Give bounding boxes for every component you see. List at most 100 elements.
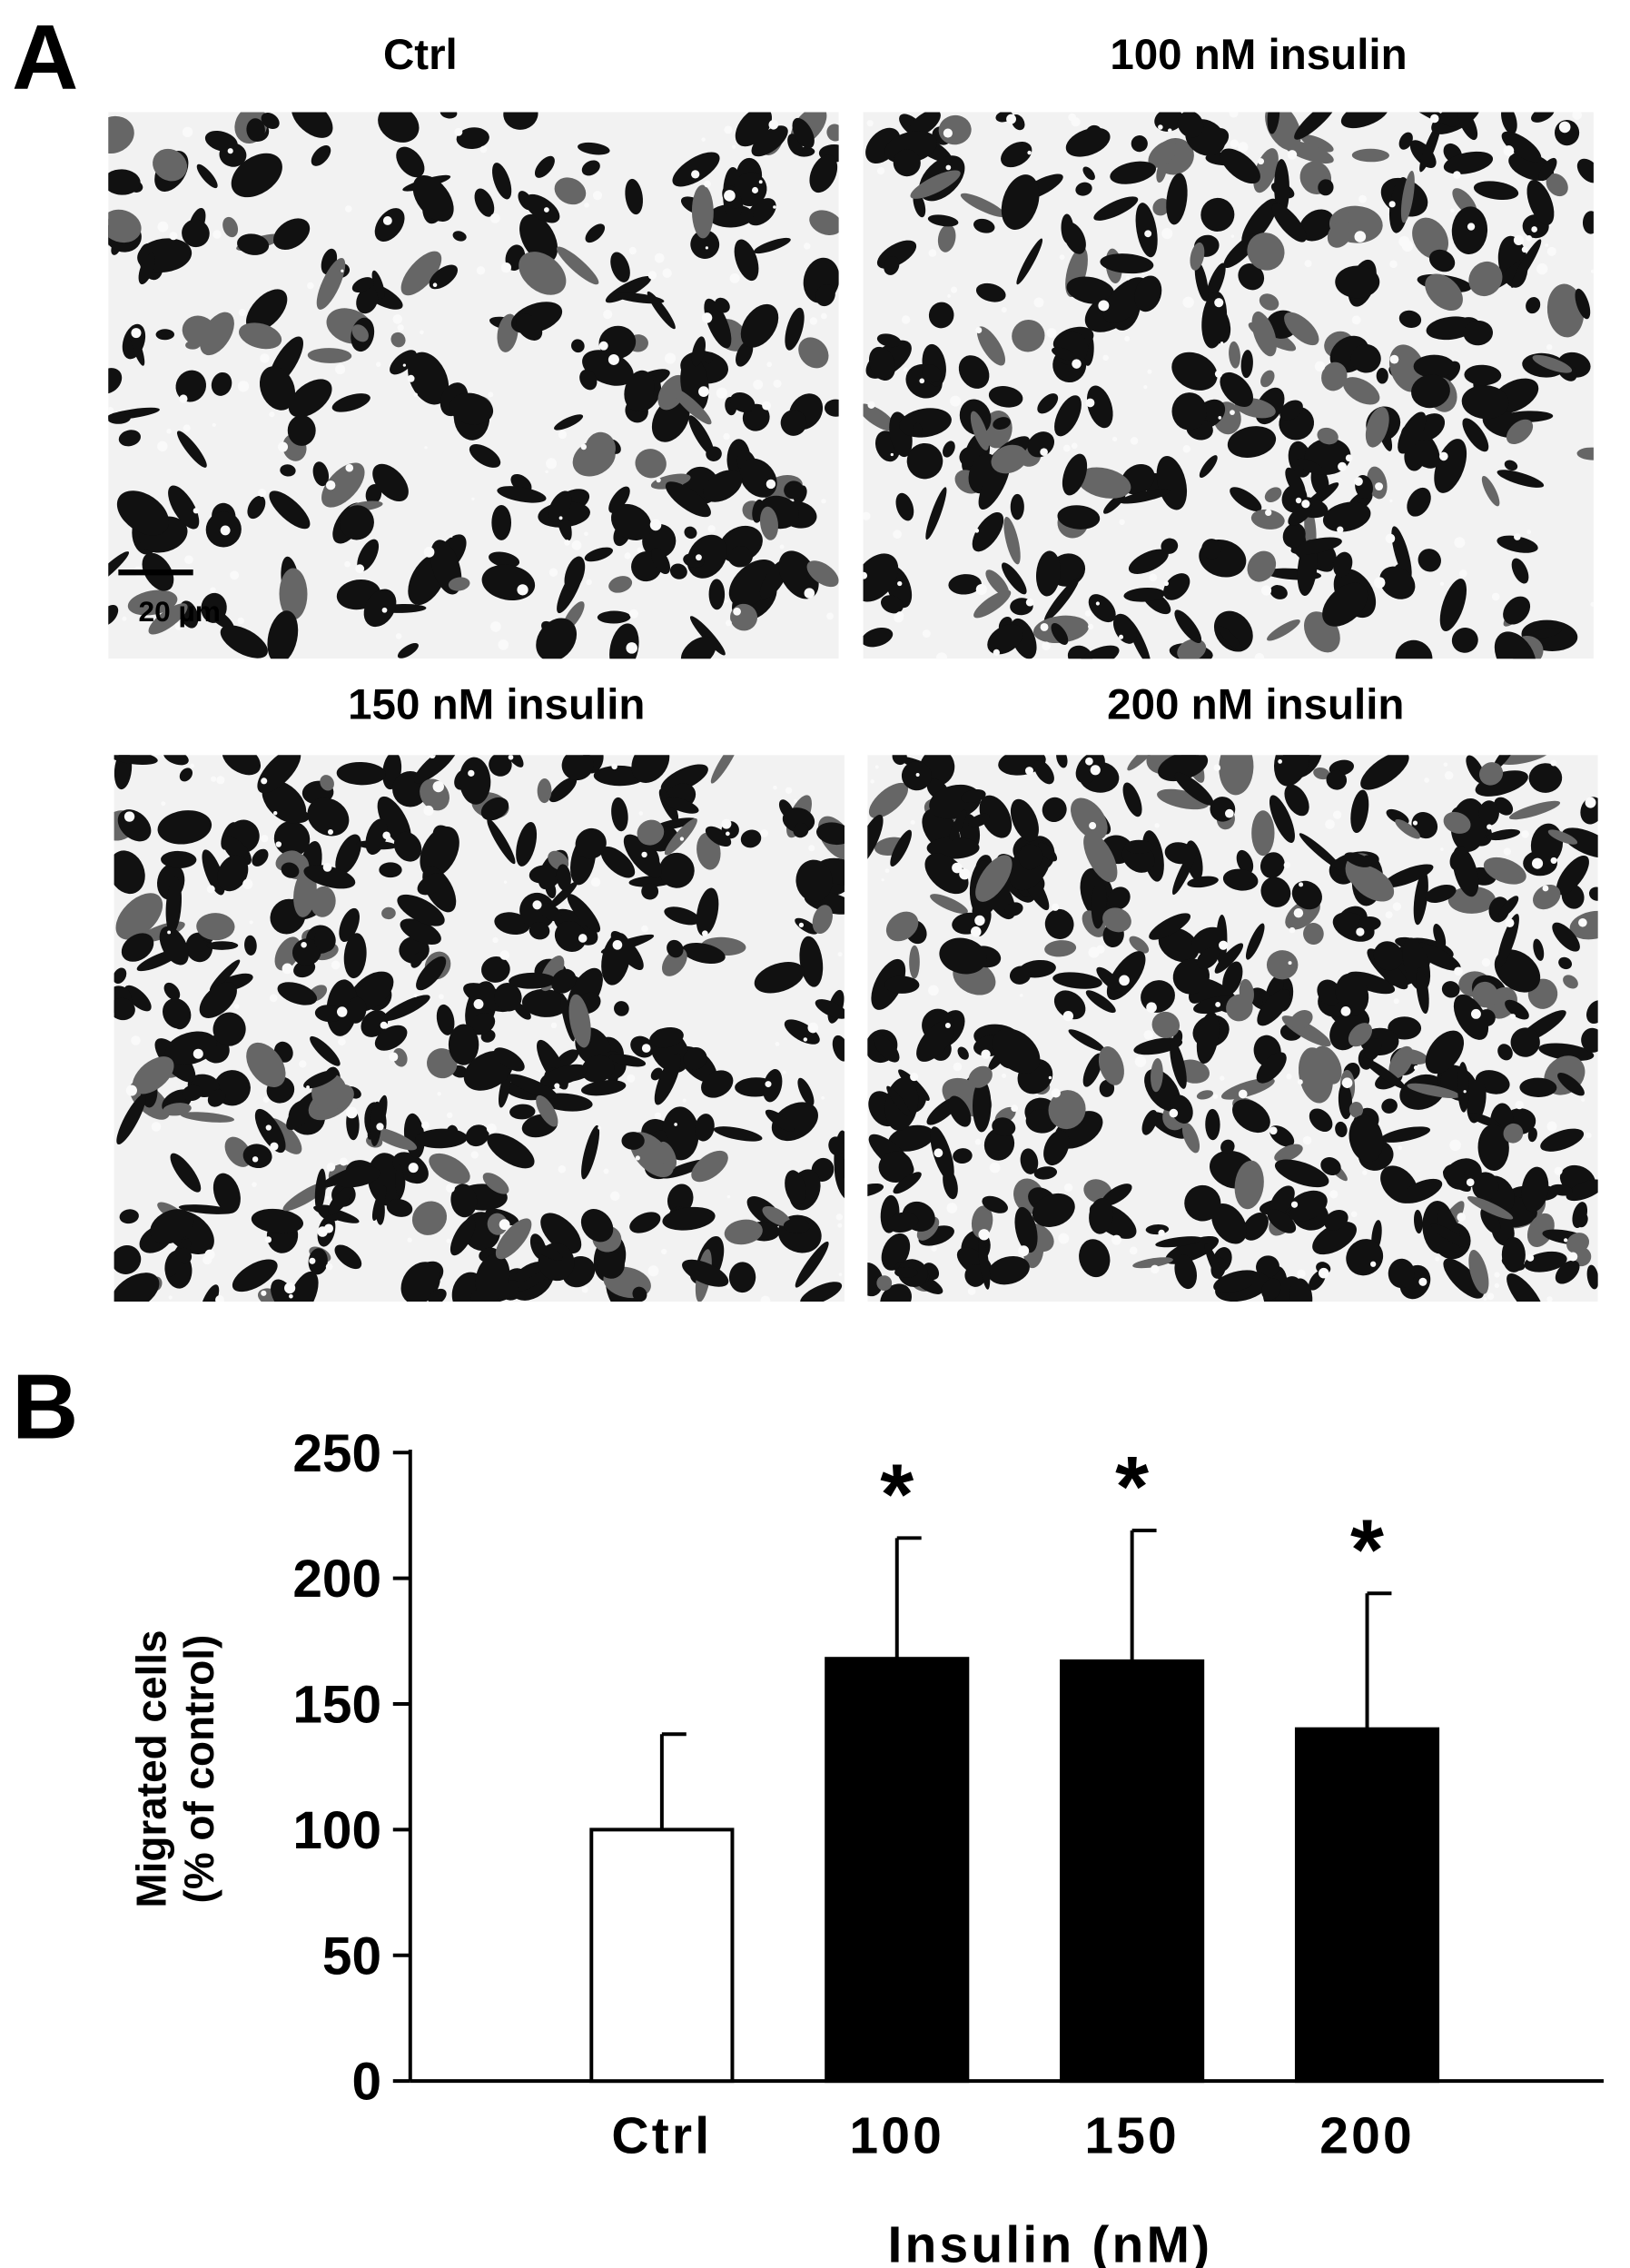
pore bbox=[238, 309, 246, 317]
cell bbox=[925, 487, 947, 540]
cell bbox=[710, 755, 739, 784]
cell bbox=[371, 270, 385, 299]
cell bbox=[667, 939, 684, 958]
cell bbox=[1271, 203, 1307, 243]
pore bbox=[382, 831, 390, 839]
cell bbox=[396, 146, 425, 178]
cell bbox=[1122, 782, 1142, 817]
cell bbox=[381, 906, 396, 920]
cell bbox=[958, 355, 990, 389]
pore bbox=[216, 776, 225, 785]
pore bbox=[1546, 1296, 1553, 1302]
cell bbox=[1472, 981, 1498, 1008]
cell bbox=[251, 1208, 304, 1234]
pore bbox=[1027, 150, 1032, 155]
pore bbox=[1095, 601, 1100, 606]
cell bbox=[1042, 797, 1067, 823]
pore bbox=[1269, 1126, 1278, 1135]
cell bbox=[734, 239, 759, 282]
cell bbox=[331, 393, 370, 412]
pore bbox=[220, 525, 231, 536]
pore bbox=[1129, 1246, 1138, 1255]
pore bbox=[1510, 1014, 1516, 1020]
cell bbox=[247, 495, 266, 520]
cell bbox=[581, 1080, 627, 1096]
pore bbox=[1182, 445, 1191, 453]
cell bbox=[1220, 148, 1260, 184]
pore bbox=[122, 616, 127, 621]
cell bbox=[1452, 846, 1479, 897]
cell bbox=[168, 485, 200, 530]
cell bbox=[1348, 1023, 1373, 1047]
cell bbox=[307, 348, 352, 363]
pore bbox=[884, 868, 890, 874]
cell bbox=[138, 253, 155, 285]
cell bbox=[291, 112, 333, 138]
cell bbox=[1044, 940, 1077, 957]
cell bbox=[416, 956, 447, 991]
cell bbox=[281, 862, 300, 878]
cell bbox=[456, 127, 489, 150]
cell bbox=[410, 952, 424, 968]
pore bbox=[1424, 777, 1429, 783]
cell bbox=[1335, 1121, 1348, 1138]
x-axis-label: Insulin (nM) bbox=[888, 2216, 1213, 2268]
pore bbox=[804, 243, 811, 250]
cell bbox=[1131, 135, 1148, 153]
cell bbox=[610, 503, 652, 540]
cell bbox=[1077, 467, 1131, 499]
pore bbox=[554, 1083, 560, 1089]
cell bbox=[1481, 475, 1500, 507]
pore bbox=[237, 617, 244, 625]
cell bbox=[1222, 961, 1243, 995]
cell bbox=[1220, 1139, 1235, 1154]
cell bbox=[351, 324, 369, 342]
cell bbox=[291, 938, 321, 966]
pore bbox=[157, 221, 169, 233]
cell bbox=[1227, 426, 1277, 458]
cell bbox=[182, 1084, 203, 1102]
pore bbox=[1467, 223, 1476, 231]
pore bbox=[1351, 315, 1361, 325]
cell bbox=[740, 829, 762, 848]
pore bbox=[1585, 797, 1596, 808]
cell bbox=[688, 415, 715, 456]
pore bbox=[1393, 998, 1399, 1005]
cell bbox=[1373, 941, 1403, 971]
pore bbox=[863, 511, 871, 520]
pore bbox=[125, 1084, 137, 1096]
pore bbox=[486, 1123, 497, 1134]
cell bbox=[1395, 639, 1433, 659]
cell bbox=[973, 589, 1012, 619]
cell bbox=[610, 252, 630, 282]
pore bbox=[603, 1168, 609, 1174]
pore bbox=[1146, 1002, 1157, 1014]
cell bbox=[516, 312, 543, 341]
cell bbox=[581, 1124, 600, 1180]
cell bbox=[1110, 161, 1157, 184]
cell bbox=[493, 1047, 525, 1072]
bar bbox=[1294, 1727, 1440, 2084]
pore bbox=[1418, 1277, 1427, 1286]
cell bbox=[1425, 885, 1457, 903]
pore bbox=[1521, 830, 1529, 838]
cell bbox=[957, 1046, 969, 1060]
cell bbox=[937, 223, 956, 253]
pore bbox=[1214, 370, 1223, 378]
cell bbox=[971, 1205, 993, 1239]
cell bbox=[1443, 811, 1471, 834]
cell bbox=[1527, 1127, 1537, 1143]
pore bbox=[1546, 1121, 1557, 1132]
pore bbox=[1119, 634, 1124, 639]
cell bbox=[1588, 886, 1598, 901]
cell bbox=[1318, 179, 1334, 196]
cell bbox=[162, 998, 192, 1029]
cell bbox=[1528, 763, 1563, 793]
cell bbox=[328, 1187, 352, 1215]
pore bbox=[970, 926, 982, 937]
pore bbox=[299, 1060, 307, 1068]
pore bbox=[174, 621, 183, 630]
cell bbox=[529, 865, 557, 884]
cell bbox=[806, 560, 839, 588]
cell bbox=[637, 819, 665, 846]
